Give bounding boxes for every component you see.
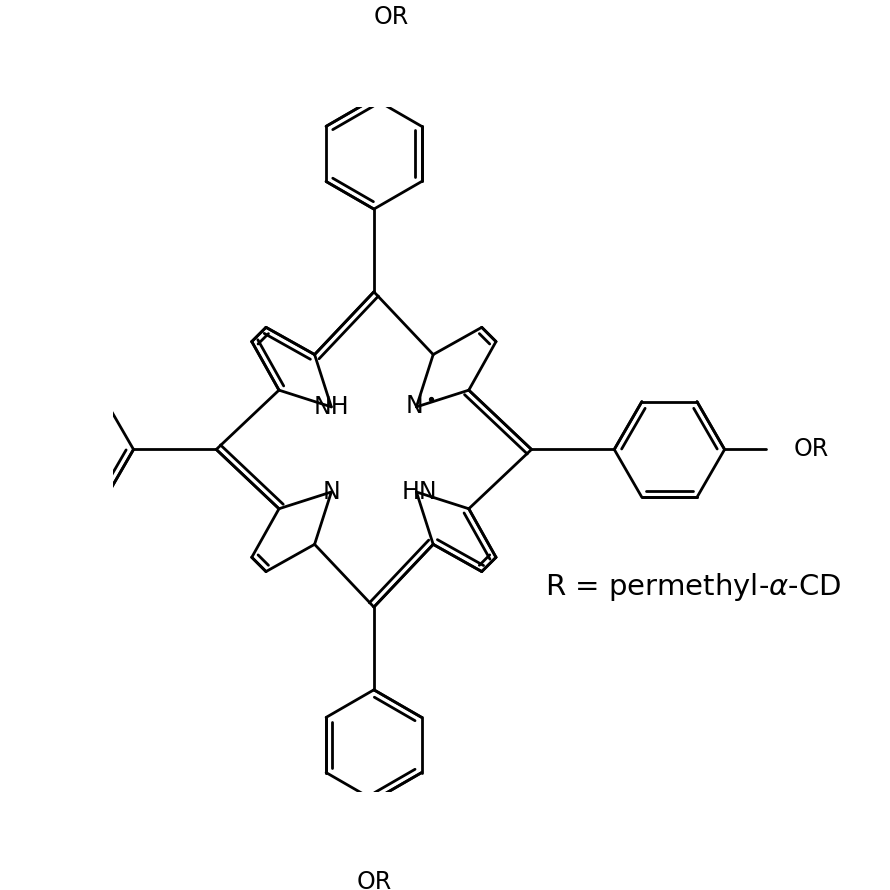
Text: HN: HN	[402, 480, 438, 504]
Text: OR: OR	[374, 5, 409, 29]
Text: R = permethyl-$\alpha$-CD: R = permethyl-$\alpha$-CD	[546, 570, 842, 603]
Text: OR: OR	[794, 438, 829, 461]
Text: N: N	[406, 393, 424, 417]
Text: NH: NH	[313, 395, 349, 419]
Text: OR: OR	[356, 870, 392, 890]
Text: N: N	[322, 480, 340, 504]
